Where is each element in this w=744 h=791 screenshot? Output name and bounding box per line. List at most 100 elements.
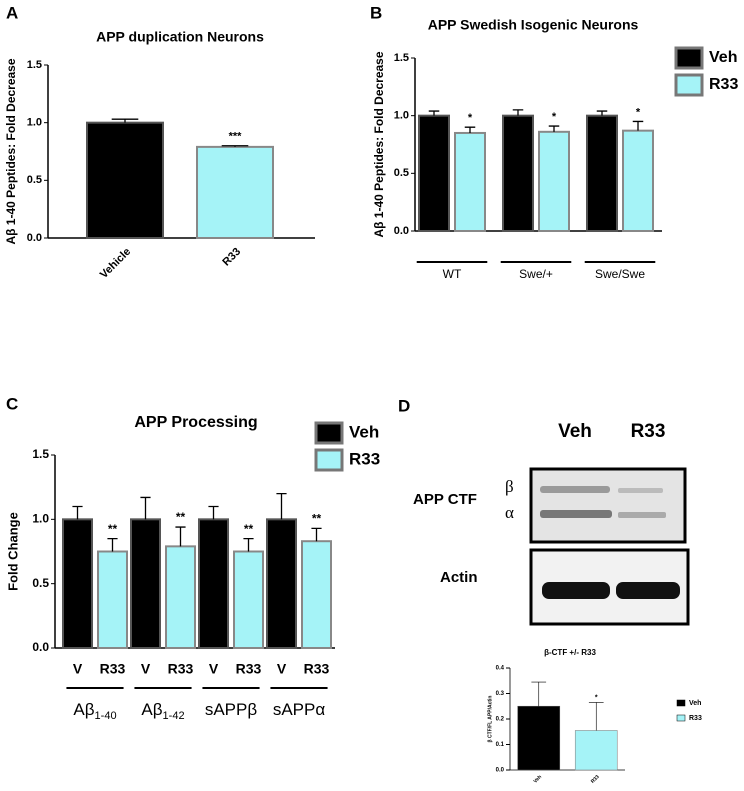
legend-swatch (314, 421, 344, 445)
legend-label: Veh (349, 422, 379, 441)
bar (574, 730, 618, 771)
error-bar (140, 496, 151, 520)
bar (301, 540, 332, 649)
blot-band (542, 582, 610, 599)
bar (517, 705, 561, 771)
error-bar (276, 492, 287, 520)
error-bar (588, 702, 604, 731)
group-label: sAPPα (273, 700, 326, 719)
group-label-text: sAPPα (273, 700, 326, 719)
panel-label: B (370, 3, 382, 22)
legend-label: R33 (689, 715, 702, 722)
error-bar (175, 526, 186, 547)
error-bar (111, 118, 139, 123)
y-tick-label: 1.0 (27, 117, 42, 129)
group-label: sAPPβ (205, 700, 258, 719)
bar (586, 114, 618, 232)
bar (165, 545, 196, 649)
significance: * (636, 106, 641, 118)
x-tick-label: R33 (590, 774, 601, 785)
y-tick-label: 0.4 (496, 666, 505, 672)
bar (196, 145, 274, 240)
error-bar (596, 110, 608, 116)
y-tick-label: 0.0 (27, 232, 42, 244)
significance: ** (244, 522, 254, 536)
y-tick-label: 1.5 (32, 447, 49, 461)
y-axis-label: β CTF/FL APP/Actin (487, 696, 493, 743)
error-bar (72, 505, 83, 520)
bar (454, 131, 486, 232)
error-bar (548, 125, 560, 132)
blot-box (529, 467, 687, 544)
group-label-text: Aβ (73, 700, 94, 719)
blot-label: Actin (440, 569, 478, 586)
bar (538, 130, 570, 233)
panel-label: D (398, 396, 410, 415)
error-bar (221, 145, 249, 147)
group-label: Aβ1-40 (73, 700, 116, 721)
blot-band (616, 582, 680, 599)
bar (622, 129, 654, 232)
x-tick-label: R33 (220, 246, 243, 269)
bar (198, 518, 229, 649)
chart-title: APP Processing (134, 414, 257, 431)
error-bar (512, 109, 524, 116)
legend-swatch (676, 699, 686, 707)
panel-label: A (6, 3, 18, 22)
error-bar (428, 110, 440, 116)
bar-label: R33 (168, 661, 194, 677)
group-label: Aβ1-42 (141, 700, 184, 721)
significance: * (595, 694, 598, 701)
chart-title: APP Swedish Isogenic Neurons (428, 17, 639, 33)
blot-band (618, 488, 663, 493)
significance: ** (108, 522, 118, 536)
group-label-sub: 1-40 (95, 710, 117, 722)
y-tick-label: 0.5 (27, 174, 42, 186)
y-tick-label: 0.2 (496, 717, 505, 723)
error-bar (464, 126, 476, 133)
group-label-text: sAPPβ (205, 700, 258, 719)
y-tick-label: 0.1 (496, 742, 505, 748)
error-bar (311, 527, 322, 542)
bar-label: R33 (236, 661, 262, 677)
group-label: Swe/Swe (595, 267, 645, 281)
blot-band (540, 510, 612, 518)
y-tick-label: 1.5 (394, 52, 409, 64)
y-tick-label: 0.0 (32, 640, 49, 654)
legend-swatch (674, 73, 704, 97)
group-label-sub: 1-42 (163, 710, 185, 722)
bar (86, 121, 164, 239)
error-bar (243, 537, 254, 552)
significance: * (552, 111, 557, 123)
group-label: Swe/+ (519, 267, 553, 281)
bar-label: R33 (100, 661, 126, 677)
y-tick-label: 1.0 (32, 512, 49, 526)
legend-label: R33 (349, 449, 380, 468)
legend-swatch (674, 46, 704, 70)
lane-label: Veh (558, 421, 592, 442)
bar-label: R33 (304, 661, 330, 677)
x-tick-label: Vehicle (98, 246, 133, 281)
y-tick-label: 0.5 (394, 167, 409, 179)
bar (97, 550, 128, 649)
significance: *** (229, 131, 243, 143)
blot-label: α (505, 503, 514, 522)
lane-label: R33 (631, 421, 666, 442)
bar-label: V (141, 661, 151, 677)
y-tick-label: 0.3 (496, 691, 505, 697)
y-axis-label: Aβ 1-40 Peptides: Fold Decrease (4, 58, 18, 244)
significance: ** (312, 512, 322, 526)
panel-label: C (6, 394, 18, 413)
bar (418, 114, 450, 232)
error-bar (208, 505, 219, 520)
y-axis-label: Fold Change (5, 512, 20, 591)
y-tick-label: 1.0 (394, 110, 409, 122)
legend-swatch (676, 714, 686, 722)
error-bar (107, 537, 118, 552)
bar-label: V (209, 661, 219, 677)
significance: ** (176, 510, 186, 524)
legend-label: R33 (709, 76, 738, 93)
blot-label: β (505, 477, 514, 496)
bar (266, 518, 297, 649)
